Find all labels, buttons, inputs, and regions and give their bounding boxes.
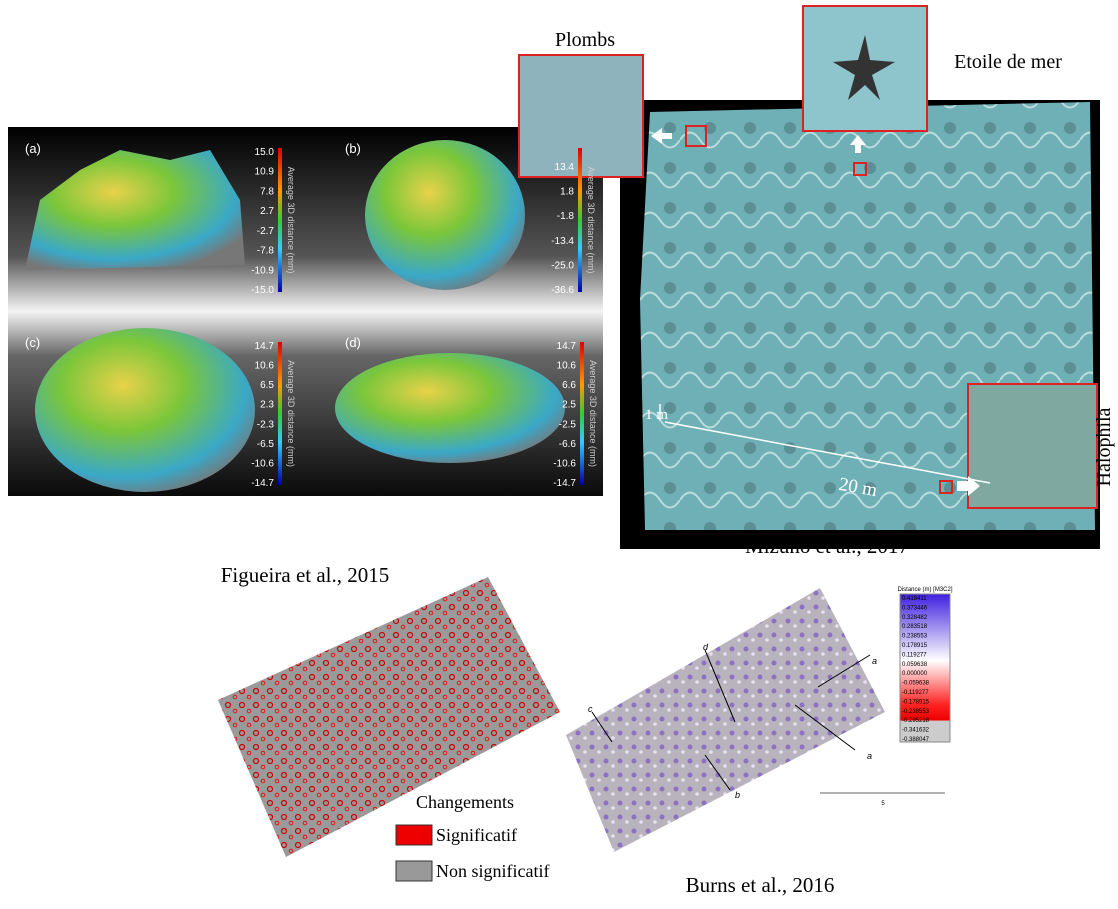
colorbar-title: Average 3D distance (mm) (286, 360, 296, 467)
colorbar-label: -10.6 (251, 458, 274, 469)
colorbar-label: 14.7 (255, 341, 275, 352)
mesh-model (566, 588, 885, 852)
colorbar-label: -1.8 (557, 211, 575, 222)
colorbar-label: 6.5 (260, 380, 274, 391)
pointer (591, 711, 613, 743)
colorbar-label: 10.6 (557, 361, 577, 372)
caption: Mizuno et al., 2017 (745, 534, 909, 558)
marker (939, 480, 953, 494)
colorbar-label: -0.119277 (902, 690, 929, 696)
colorbar-label: -10.9 (251, 265, 274, 276)
annotation: b (735, 790, 740, 800)
colorbar (278, 342, 282, 485)
mesh-model (218, 577, 560, 857)
colorbar-label: -14.7 (553, 478, 576, 489)
annotation: a (867, 751, 872, 761)
colorbar-label: 0.328482 (902, 615, 928, 621)
colorbar (278, 148, 282, 292)
caption: Figueira et al., 2015 (221, 563, 390, 587)
pointer (704, 649, 736, 723)
pointer (817, 654, 871, 688)
arrow (651, 128, 672, 144)
pointer (704, 754, 731, 791)
colorbar-label: 0.119277 (902, 652, 927, 658)
legend-swatch (395, 824, 433, 846)
colorbar-label: -0.295218 (902, 718, 930, 724)
annotation: d (703, 642, 709, 652)
legend-label: Non significatif (436, 861, 549, 881)
inset (967, 383, 1098, 509)
arrow (957, 476, 980, 496)
colorbar-label: -0.178915 (902, 699, 930, 705)
annotation: a (872, 656, 877, 666)
panel-label: (b) (345, 141, 361, 156)
colorbar-title: Average 3D distance (mm) (286, 167, 296, 274)
colorbar-label: -2.5 (559, 419, 577, 430)
colorbar-label: -7.8 (257, 246, 275, 257)
panel-label: (d) (345, 335, 361, 350)
colorbar-label: -0.059638 (902, 681, 930, 687)
colorbar-title: Distance (m) [M3C2] (897, 587, 952, 593)
colorbar-label: 0.178915 (902, 643, 928, 649)
colorbar-label: 10.6 (255, 361, 275, 372)
marker (685, 125, 707, 147)
colorbar-label: 10.9 (255, 167, 275, 178)
legend-swatch (395, 860, 433, 882)
colorbar-label: 0.418411 (902, 596, 927, 602)
colorbar-label: -0.388047 (902, 737, 930, 743)
colorbar-label: 0.238553 (902, 634, 928, 640)
colorbar-label: 2.7 (260, 206, 274, 217)
coral-model (335, 353, 565, 463)
arrow (850, 135, 866, 153)
colorbar (580, 342, 584, 485)
annotation: c (588, 704, 593, 714)
colorbar-label: 1.8 (560, 187, 574, 198)
colorbar-label: -0.341632 (902, 728, 930, 734)
colorbar-title: Average 3D distance (mm) (586, 167, 596, 274)
scale-line (664, 421, 991, 484)
colorbar-label: 13.4 (555, 162, 575, 173)
colorbar-title: Average 3D distance (mm) (588, 360, 598, 467)
colorbar-label: 6.6 (562, 380, 576, 391)
colorbar-label: -6.6 (559, 439, 577, 450)
colorbar-label: -15.0 (251, 285, 274, 296)
inset-label: Etoile de mer (954, 51, 1062, 73)
colorbar-label: 2.3 (260, 400, 274, 411)
panel-label: (c) (25, 335, 40, 350)
pointer (794, 704, 856, 751)
colorbar-label: 15.0 (255, 147, 275, 158)
colorbar-label: 0.059638 (902, 662, 928, 668)
colorbar-label: -10.6 (553, 458, 576, 469)
starfish (833, 35, 895, 100)
colorbar-label: 2.5 (562, 400, 576, 411)
colorbar-label: -13.4 (551, 236, 574, 247)
panel-label: (a) (25, 141, 41, 156)
scale-label: 1 m (645, 407, 668, 423)
colorbar-label: 0.283518 (902, 624, 928, 630)
colorbar (578, 148, 582, 292)
scale-label: 5 (881, 801, 885, 807)
colorbar-label: -2.3 (257, 419, 275, 430)
marker (853, 162, 867, 176)
colorbar-label: -36.6 (551, 285, 574, 296)
colorbar-label: 14.7 (557, 341, 577, 352)
coral-model (25, 150, 245, 270)
coral-model (365, 140, 525, 290)
inset-label: Halophila (1093, 407, 1115, 486)
colorbar-label: -6.5 (257, 439, 275, 450)
caption: Burns et al., 2016 (686, 873, 835, 897)
colorbar-label: -25.0 (551, 260, 574, 271)
colorbar (899, 593, 951, 743)
colorbar-label: -2.7 (257, 226, 275, 237)
legend-label: Significatif (436, 825, 517, 845)
colorbar-label: -14.7 (251, 478, 274, 489)
colorbar-label: 0.000000 (902, 671, 928, 677)
colorbar-label: 0.373446 (902, 605, 928, 611)
inset-label: Plombs (555, 29, 615, 51)
coral-model (35, 328, 255, 492)
colorbar-label: -0.238553 (902, 709, 930, 715)
legend-title: Changements (416, 792, 514, 812)
colorbar-label: 7.8 (260, 186, 274, 197)
